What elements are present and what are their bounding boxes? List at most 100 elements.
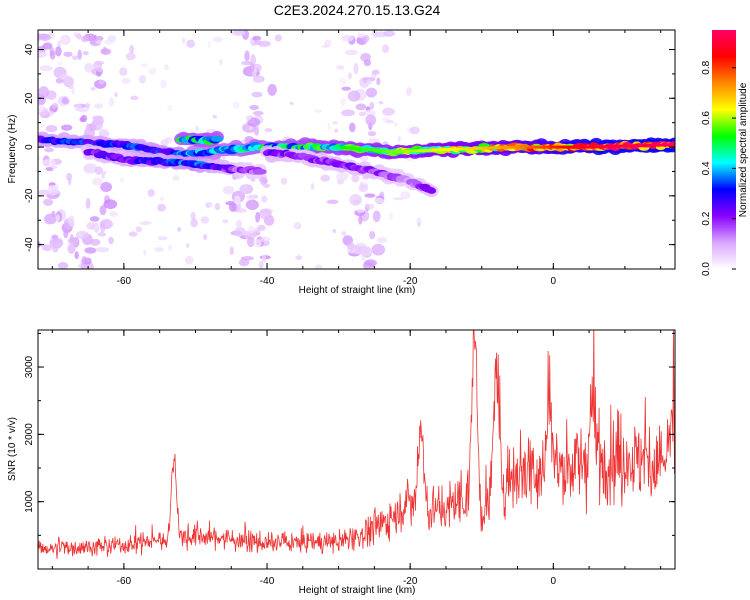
heatmap-cell bbox=[101, 171, 107, 175]
heatmap-cell bbox=[321, 44, 329, 48]
heatmap-cell bbox=[253, 168, 267, 175]
heatmap-cell bbox=[63, 228, 69, 239]
heatmap-cell bbox=[258, 261, 264, 269]
heatmap-cell bbox=[264, 128, 273, 133]
heatmap-cell bbox=[229, 246, 234, 256]
heatmap-cell bbox=[45, 124, 58, 133]
heatmap-cell bbox=[42, 42, 53, 50]
heatmap-cell bbox=[25, 165, 37, 173]
heatmap-cell bbox=[121, 77, 131, 85]
heatmap-cell bbox=[119, 67, 128, 76]
heatmap-cell bbox=[257, 224, 266, 232]
y-tick-label: -40 bbox=[24, 237, 35, 252]
heatmap-cell bbox=[351, 173, 360, 183]
heatmap-cell bbox=[222, 185, 235, 195]
heatmap-cell bbox=[369, 101, 375, 110]
heatmap-cell bbox=[427, 187, 437, 194]
heatmap-cell bbox=[382, 107, 395, 116]
heatmap-cell bbox=[341, 231, 347, 236]
heatmap-cell bbox=[51, 234, 59, 240]
heatmap-cell bbox=[207, 41, 211, 49]
heatmap-cell bbox=[82, 51, 89, 56]
heatmap-cell bbox=[129, 44, 135, 54]
heatmap-cell bbox=[43, 244, 52, 252]
figure-title: C2E3.2024.270.15.13.G24 bbox=[274, 2, 441, 18]
heatmap-xlabel: Height of straight line (km) bbox=[299, 285, 416, 296]
heatmap-cell bbox=[190, 211, 196, 220]
heatmap-cell bbox=[57, 262, 69, 269]
heatmap-cell bbox=[340, 97, 346, 107]
heatmap-cell bbox=[252, 75, 264, 84]
heatmap-cell bbox=[253, 239, 262, 248]
heatmap-cell bbox=[107, 35, 117, 43]
colorbar-tick-label: 0.0 bbox=[701, 262, 712, 276]
heatmap-cell bbox=[362, 34, 370, 43]
heatmap-cell bbox=[246, 194, 256, 201]
heatmap-cell bbox=[260, 176, 266, 186]
y-tick-label: 40 bbox=[24, 44, 35, 56]
heatmap-cell bbox=[100, 48, 112, 55]
heatmap-cell bbox=[57, 40, 62, 48]
heatmap-cell bbox=[130, 95, 139, 101]
heatmap-cell bbox=[376, 77, 381, 86]
heatmap-cell bbox=[388, 212, 394, 220]
heatmap-cell bbox=[99, 218, 113, 230]
heatmap-cell bbox=[39, 65, 53, 72]
heatmap-cell bbox=[280, 177, 288, 185]
x-tick-label: -60 bbox=[117, 276, 132, 287]
heatmap-cell bbox=[103, 199, 118, 210]
heatmap-cell bbox=[108, 96, 115, 107]
heatmap-cell bbox=[394, 122, 398, 127]
heatmap-cell bbox=[208, 201, 212, 208]
heatmap-cell bbox=[267, 83, 277, 96]
heatmap-cell bbox=[249, 63, 255, 73]
heatmap-cell bbox=[51, 210, 56, 217]
heatmap-cell bbox=[94, 103, 104, 109]
heatmap-ylabel: Frequency (Hz) bbox=[7, 115, 18, 184]
heatmap-cell bbox=[400, 191, 411, 200]
heatmap-cell bbox=[185, 242, 190, 249]
heatmap-cell bbox=[409, 126, 420, 135]
heatmap-cell bbox=[315, 266, 321, 269]
heatmap-cell bbox=[108, 236, 114, 245]
heatmap-cell bbox=[60, 34, 71, 45]
heatmap-cell bbox=[365, 114, 377, 126]
heatmap-cell bbox=[85, 102, 91, 109]
heatmap-cell bbox=[51, 244, 59, 253]
heatmap-cell bbox=[219, 59, 223, 66]
heatmap-cell bbox=[92, 115, 103, 120]
y-tick-label: 3000 bbox=[24, 355, 35, 378]
heatmap-cell bbox=[119, 177, 125, 183]
heatmap-cell bbox=[344, 49, 358, 56]
heatmap-cell bbox=[228, 202, 237, 212]
heatmap-cell bbox=[340, 34, 354, 42]
heatmap-cell bbox=[94, 166, 103, 175]
heatmap-cell bbox=[160, 79, 167, 89]
heatmap-cell bbox=[38, 86, 50, 98]
heatmap-cell bbox=[358, 184, 369, 192]
heatmap-cell bbox=[251, 91, 263, 98]
heatmap-cell bbox=[49, 50, 56, 60]
heatmap-cell bbox=[77, 49, 82, 60]
x-tick-label: -60 bbox=[117, 576, 132, 587]
heatmap-cell bbox=[248, 225, 255, 234]
heatmap-cell bbox=[51, 165, 58, 169]
heatmap-cell bbox=[238, 258, 250, 267]
heatmap-cell bbox=[234, 226, 246, 238]
heatmap-cell bbox=[76, 33, 82, 40]
heatmap-cell bbox=[341, 86, 352, 91]
heatmap-cell bbox=[397, 135, 401, 142]
x-tick-label: -20 bbox=[403, 276, 418, 287]
heatmap-cell bbox=[86, 222, 96, 230]
heatmap-cell bbox=[84, 62, 94, 73]
heatmap-cell bbox=[255, 211, 260, 223]
heatmap-cell bbox=[393, 197, 404, 201]
heatmap-cell bbox=[246, 236, 255, 248]
heatmap-cell bbox=[326, 199, 339, 204]
heatmap-cell bbox=[252, 110, 264, 116]
x-tick-label: -20 bbox=[403, 576, 418, 587]
heatmap-cell bbox=[80, 35, 89, 43]
heatmap-cell bbox=[182, 37, 186, 44]
x-tick-label: 0 bbox=[551, 576, 557, 587]
heatmap-cell bbox=[371, 243, 386, 256]
